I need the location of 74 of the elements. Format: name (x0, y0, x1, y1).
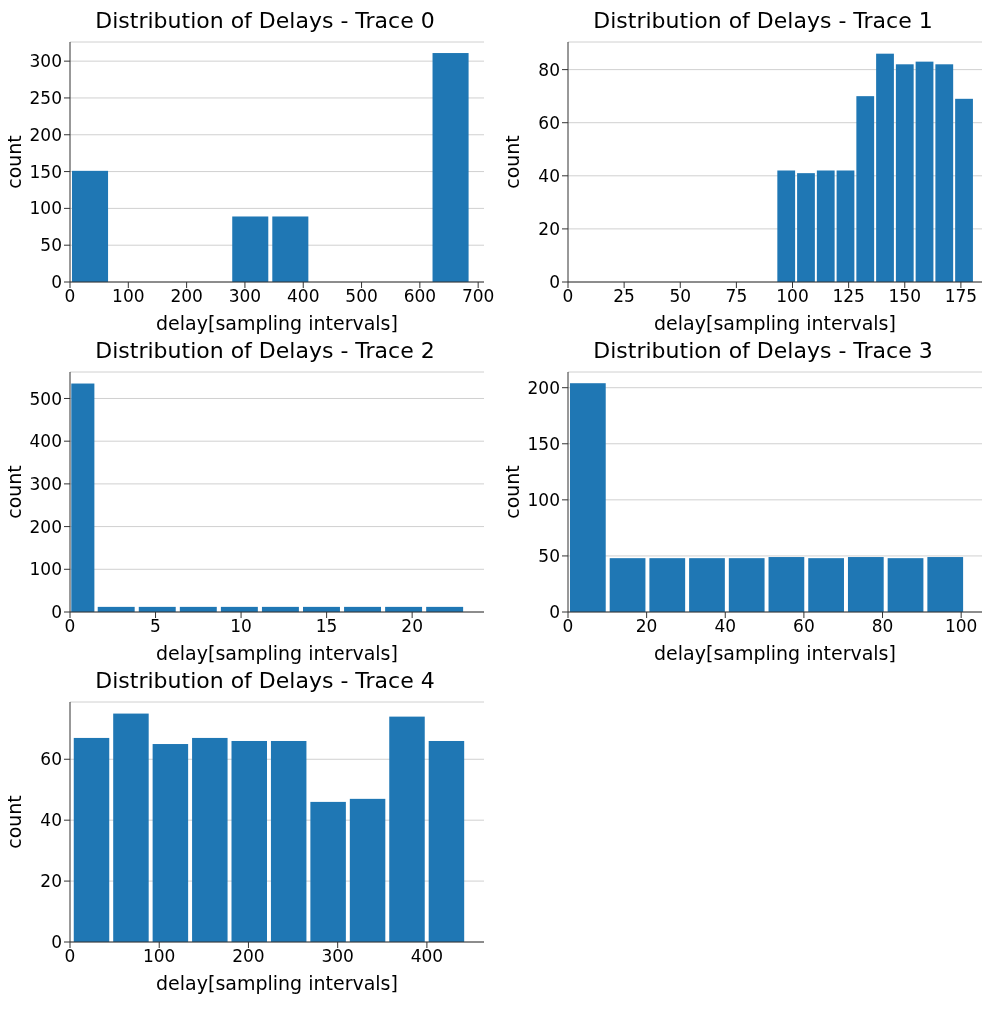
y-tick-label: 150 (527, 433, 560, 454)
y-tick-label: 0 (51, 272, 62, 293)
x-tick-label: 20 (401, 616, 423, 637)
chart-title: Distribution of Delays - Trace 0 (95, 8, 435, 33)
x-tick-label: 150 (888, 286, 921, 307)
x-tick-label: 300 (228, 286, 262, 307)
y-tick-label: 0 (549, 602, 560, 623)
x-tick-label: 15 (315, 616, 338, 637)
y-tick-label: 250 (29, 87, 62, 108)
chart-title: Distribution of Delays - Trace 1 (593, 8, 933, 33)
x-tick-label: 0 (562, 616, 574, 637)
x-tick-label: 100 (944, 616, 978, 637)
x-tick-label: 80 (871, 616, 894, 637)
y-tick-label: 20 (538, 218, 560, 239)
y-tick-label: 40 (538, 165, 560, 186)
y-tick-label: 80 (538, 59, 560, 80)
y-tick-label: 100 (29, 198, 62, 219)
y-axis-title: count (2, 465, 25, 519)
y-tick-label: 60 (538, 112, 560, 133)
x-axis-title: delay[sampling intervals] (156, 312, 398, 334)
y-axis-title: count (500, 465, 523, 519)
x-tick-label: 700 (461, 286, 495, 307)
y-tick-label: 50 (40, 235, 62, 256)
x-tick-label: 200 (170, 286, 203, 307)
y-tick-label: 60 (40, 749, 62, 770)
x-axis-title: delay[sampling intervals] (156, 972, 398, 994)
chart-title: Distribution of Delays - Trace 3 (593, 338, 933, 363)
x-tick-label: 40 (714, 616, 737, 637)
y-tick-label: 20 (40, 871, 62, 892)
y-tick-label: 0 (51, 932, 62, 953)
y-tick-label: 100 (527, 489, 560, 510)
chart-title: Distribution of Delays - Trace 4 (95, 668, 435, 693)
x-tick-label: 400 (287, 286, 320, 307)
x-tick-label: 175 (944, 286, 978, 307)
y-tick-label: 500 (29, 388, 62, 409)
x-tick-label: 0 (64, 946, 76, 967)
x-tick-label: 75 (725, 286, 748, 307)
x-axis-title: delay[sampling intervals] (156, 642, 398, 664)
x-tick-label: 500 (345, 286, 378, 307)
y-tick-label: 300 (29, 473, 62, 494)
y-tick-label: 200 (29, 516, 62, 537)
y-axis-title: count (2, 135, 25, 189)
x-axis-title: delay[sampling intervals] (654, 312, 896, 334)
y-tick-label: 0 (549, 272, 560, 293)
y-tick-label: 0 (51, 602, 62, 623)
y-tick-label: 400 (29, 431, 62, 452)
y-tick-label: 150 (29, 161, 62, 182)
y-tick-label: 200 (527, 377, 560, 398)
x-tick-label: 100 (143, 946, 176, 967)
y-tick-label: 200 (29, 124, 62, 145)
x-axis-title: delay[sampling intervals] (654, 642, 896, 664)
x-tick-label: 50 (669, 286, 692, 307)
x-tick-label: 125 (832, 286, 865, 307)
y-axis-title: count (2, 795, 25, 849)
x-tick-label: 10 (230, 616, 252, 637)
x-tick-label: 0 (64, 286, 76, 307)
x-tick-label: 200 (232, 946, 265, 967)
x-tick-label: 100 (112, 286, 145, 307)
x-tick-label: 0 (562, 286, 574, 307)
x-tick-label: 0 (64, 616, 76, 637)
x-tick-label: 5 (150, 616, 161, 637)
x-tick-label: 300 (321, 946, 354, 967)
y-tick-label: 100 (29, 559, 62, 580)
chart-title: Distribution of Delays - Trace 2 (95, 338, 435, 363)
x-tick-label: 400 (410, 946, 444, 967)
y-tick-label: 50 (538, 545, 560, 566)
x-tick-label: 100 (776, 286, 809, 307)
x-tick-label: 20 (635, 616, 658, 637)
y-tick-label: 40 (40, 810, 62, 831)
x-tick-label: 600 (403, 286, 437, 307)
x-tick-label: 60 (793, 616, 815, 637)
y-axis-title: count (500, 135, 523, 189)
y-tick-label: 300 (29, 51, 62, 72)
x-tick-label: 25 (613, 286, 635, 307)
